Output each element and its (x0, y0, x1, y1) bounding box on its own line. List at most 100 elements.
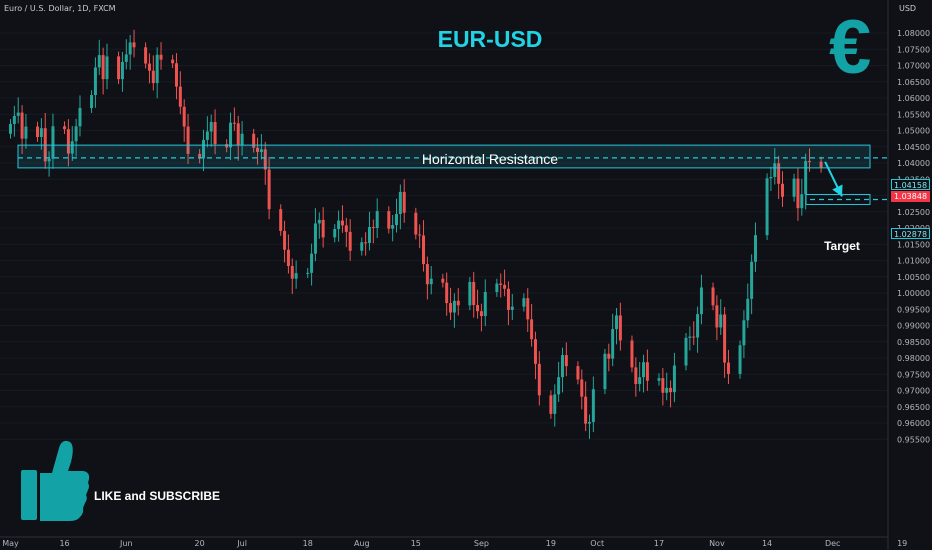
candle-down (132, 42, 136, 48)
candle-up (611, 329, 615, 359)
candle-down (286, 249, 290, 267)
date-tick-label: Jul (236, 539, 247, 548)
candle-up (672, 365, 676, 393)
candle-down (669, 387, 673, 393)
candle-up (259, 149, 263, 152)
price-tick-label: 1.06500 (897, 78, 930, 87)
candle-down (533, 339, 537, 364)
candle-down (213, 122, 217, 145)
candle-up (688, 336, 692, 338)
candle-up (591, 389, 595, 423)
price-tick-label: 0.97500 (897, 370, 930, 379)
candle-up (51, 126, 55, 159)
thumb-cuff (21, 470, 37, 520)
candle-down (290, 266, 294, 279)
candle-down (781, 183, 784, 197)
candle-up (310, 253, 314, 273)
candle-up (375, 211, 379, 228)
candle-down (630, 340, 634, 368)
candle-down (499, 283, 503, 285)
thumbs-up-icon[interactable] (21, 440, 90, 521)
candle-up (97, 55, 101, 68)
candle-down (530, 319, 534, 340)
candle-up (696, 314, 700, 338)
candle-up (429, 278, 433, 285)
candle-up (395, 214, 398, 226)
candle-up (588, 422, 591, 424)
candle-up (360, 242, 364, 251)
price-tick-label: 1.05000 (897, 127, 930, 136)
candle-up (202, 139, 205, 159)
candle-up (39, 128, 43, 137)
candle-down (537, 363, 541, 396)
candle-down (283, 230, 287, 250)
candle-down (726, 362, 730, 374)
candle-up (719, 314, 723, 328)
price-tick-label: 0.99000 (897, 322, 930, 331)
candle-up (333, 228, 337, 238)
candle-up (294, 273, 298, 279)
candle-down (777, 163, 781, 184)
candle-down (618, 315, 622, 341)
price-axis[interactable]: 1.08000 1.07500 1.07000 1.06500 1.06000 1.055… (887, 0, 930, 550)
date-tick-label: May (2, 539, 19, 548)
candle-up (78, 108, 82, 127)
candle-down (449, 303, 453, 313)
current-price-tag: 1.03848 (891, 191, 930, 202)
price-tick-label: 1.00000 (897, 289, 930, 298)
candle-down (692, 336, 696, 338)
candle-up (9, 124, 12, 134)
candle-up (229, 122, 233, 148)
candle-down (232, 122, 236, 124)
symbol-info[interactable]: Euro / U.S. Dollar, 1D, FXCM (4, 4, 116, 13)
candle-down (796, 178, 800, 209)
candle-up (495, 283, 499, 293)
euro-icon: € (829, 5, 872, 90)
candle-down (549, 395, 553, 414)
time-axis[interactable]: May 16 Jun 20 Jul 18 Aug 15 Sep 19 Oct 17 Nov 14 Dec 19 (0, 536, 907, 548)
candle-up (93, 67, 97, 96)
candle-up (557, 377, 561, 395)
candle-up (24, 126, 28, 139)
candle-up (769, 176, 773, 179)
candle-down (198, 153, 202, 159)
candle-down (819, 161, 823, 168)
candle-up (603, 353, 607, 390)
candle-up (615, 315, 619, 330)
date-tick-label: Sep (474, 539, 489, 548)
candle-down (186, 126, 190, 154)
date-tick-label: Aug (354, 539, 370, 548)
candle-down (256, 147, 260, 152)
price-tick-label: 1.01500 (897, 240, 930, 249)
resistance-zone (17, 144, 871, 169)
candle-down (147, 63, 151, 71)
candle-up (155, 54, 159, 84)
candle-up (105, 56, 109, 80)
candle-up (742, 320, 746, 346)
candle-up (452, 300, 456, 313)
price-tick-label: 0.99500 (897, 305, 930, 314)
candle-up (510, 306, 514, 310)
candle-down (584, 396, 588, 424)
thumb-hand (40, 440, 90, 521)
candle-down (117, 56, 121, 80)
candle-down (808, 161, 812, 163)
candle-down (182, 106, 186, 127)
candle-up (738, 345, 742, 374)
candle-up (750, 261, 754, 299)
candle-down (66, 129, 70, 154)
resistance-label: Horizontal Resistance (421, 151, 559, 167)
date-tick-label: 16 (59, 539, 69, 548)
candle-up (657, 378, 661, 381)
candle-up (240, 133, 244, 146)
candle-down (263, 149, 267, 170)
candle-down (445, 282, 449, 304)
candle-up (699, 287, 703, 315)
candle-down (476, 305, 480, 312)
candle-down (20, 112, 24, 139)
candle-up (367, 227, 371, 243)
price-tick-label: 1.07500 (897, 45, 930, 54)
date-tick-label: 19 (546, 539, 556, 548)
